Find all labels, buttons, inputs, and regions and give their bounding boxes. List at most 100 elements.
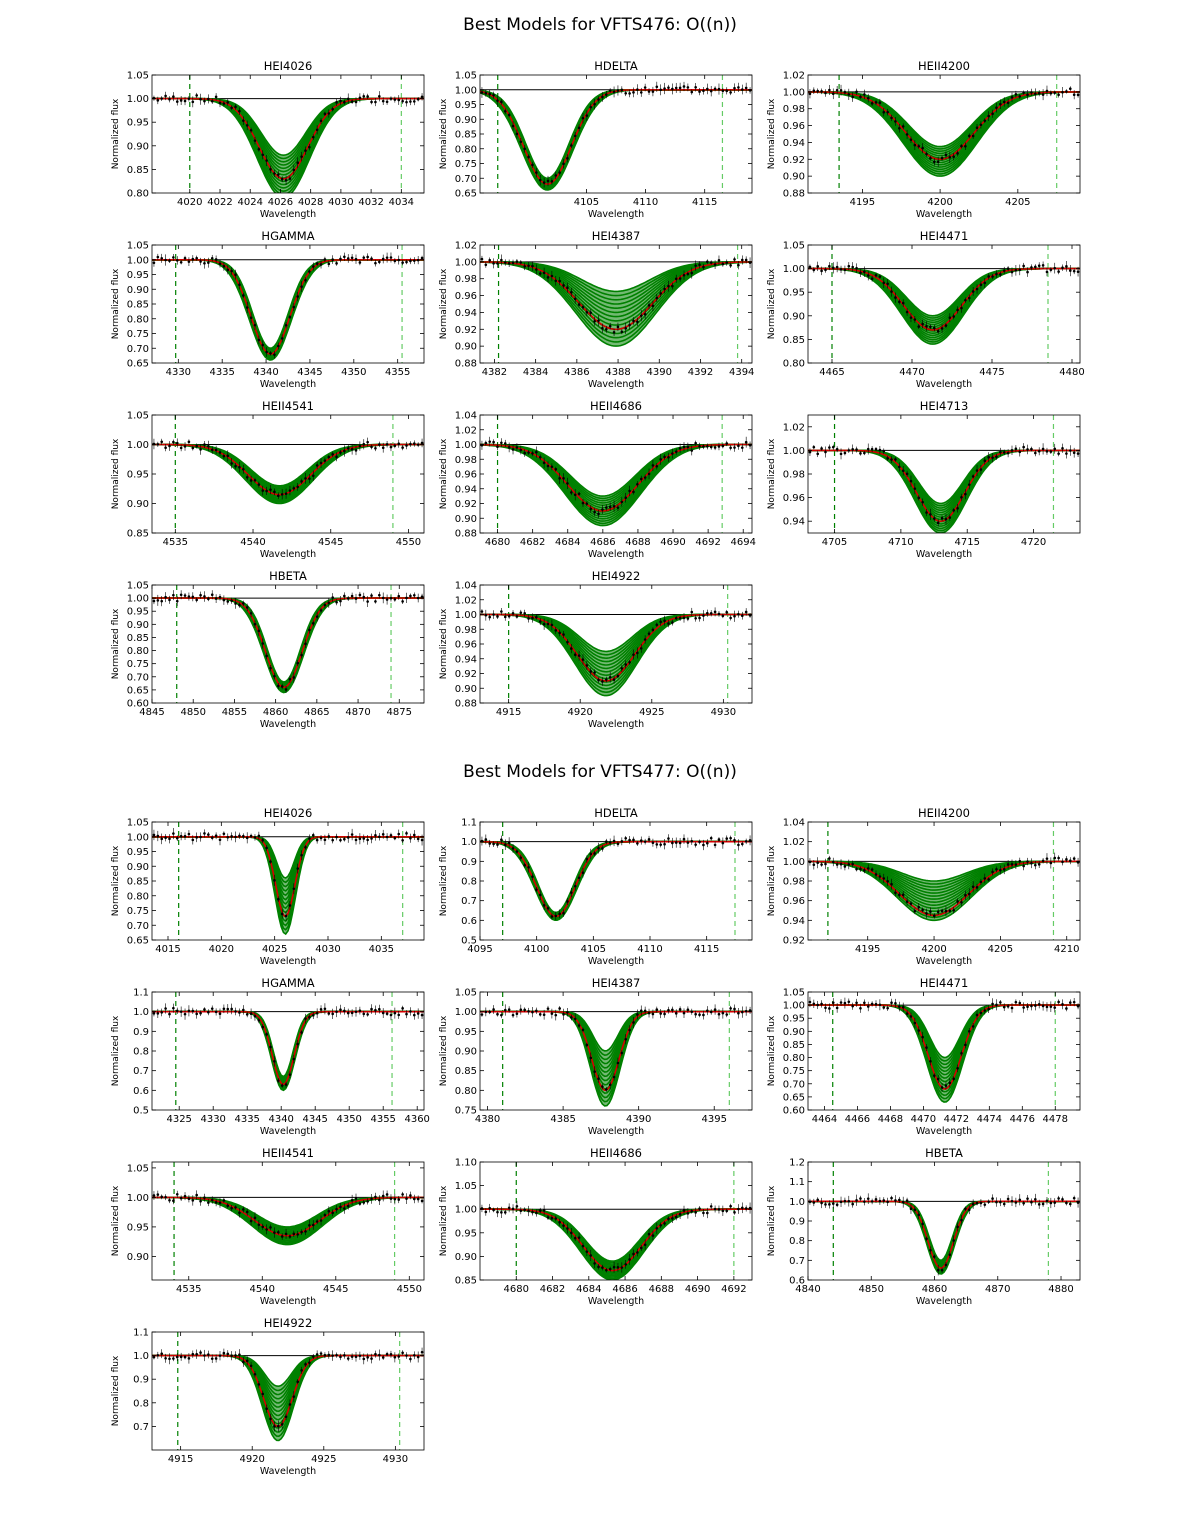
data-point xyxy=(168,259,171,263)
data-point xyxy=(405,832,408,835)
data-point xyxy=(616,1061,620,1065)
data-point xyxy=(1002,100,1006,104)
data-point xyxy=(566,157,569,160)
data-point xyxy=(616,89,620,92)
data-point xyxy=(315,262,319,265)
plot-area xyxy=(480,245,752,363)
data-point xyxy=(374,446,377,450)
data-point xyxy=(667,284,670,288)
data-point xyxy=(702,1013,705,1017)
data-point xyxy=(523,863,526,867)
model-curve xyxy=(152,259,424,350)
data-point xyxy=(628,92,631,95)
data-point xyxy=(812,1201,816,1204)
data-point xyxy=(538,893,542,897)
model-curve xyxy=(480,1208,752,1265)
data-point xyxy=(527,1009,530,1013)
x-tick-label: 4470 xyxy=(911,1114,936,1125)
data-point xyxy=(1068,859,1072,862)
data-point xyxy=(1057,452,1060,455)
y-tick-label: 0.90 xyxy=(127,141,149,152)
data-point xyxy=(308,837,311,840)
data-point xyxy=(1057,93,1060,97)
data-point xyxy=(979,123,983,127)
data-point xyxy=(866,447,870,451)
data-point xyxy=(843,451,847,455)
data-point xyxy=(269,488,272,491)
data-point xyxy=(152,599,156,603)
data-point xyxy=(733,1211,736,1214)
data-point xyxy=(366,255,369,259)
data-point xyxy=(280,177,284,181)
data-point xyxy=(874,273,878,277)
data-point xyxy=(878,875,882,878)
data-point xyxy=(327,1012,331,1015)
data-point xyxy=(292,305,296,309)
data-point xyxy=(488,92,492,96)
data-point xyxy=(729,1007,732,1010)
data-point xyxy=(812,89,816,92)
data-point xyxy=(1037,449,1041,453)
data-point xyxy=(183,1355,187,1359)
data-point xyxy=(284,323,288,327)
y-axis-label: Normalized flux xyxy=(111,1355,121,1426)
model-curve xyxy=(480,1208,752,1270)
data-point xyxy=(546,1007,550,1010)
y-tick-label: 0.65 xyxy=(127,359,149,370)
data-point xyxy=(936,521,940,525)
data-point xyxy=(538,272,542,275)
data-point xyxy=(496,615,499,618)
data-point xyxy=(585,1250,589,1253)
data-point xyxy=(393,444,397,448)
data-point xyxy=(971,1202,975,1206)
data-point xyxy=(655,85,659,89)
data-point xyxy=(944,517,948,521)
data-point xyxy=(370,1007,373,1011)
data-point xyxy=(740,1010,744,1014)
data-point xyxy=(573,297,577,301)
data-point xyxy=(276,173,280,176)
data-point xyxy=(308,145,311,149)
plot-area xyxy=(152,992,424,1110)
data-point xyxy=(678,277,682,280)
data-point xyxy=(542,461,546,465)
data-point xyxy=(315,1220,319,1223)
data-point xyxy=(835,863,839,866)
data-point xyxy=(214,1201,218,1204)
data-point xyxy=(397,594,401,598)
x-axis-label: Wavelength xyxy=(588,1126,644,1137)
data-point xyxy=(616,325,620,329)
data-point xyxy=(601,1266,604,1269)
panel-heii4200-0: 4195 4200 42050.880.900.920.940.960.981.00… xyxy=(767,59,1081,220)
data-point xyxy=(409,594,412,598)
x-tick-label: 4870 xyxy=(345,707,370,718)
x-tick-label: 4345 xyxy=(302,1114,327,1125)
y-tick-label: 0.92 xyxy=(455,499,477,510)
y-tick-label: 1.04 xyxy=(455,411,477,422)
data-point xyxy=(346,446,350,450)
data-point xyxy=(284,178,288,182)
panel-heii4686-1: 4680 4682 4684 4686 4688 4690 46920.850.900.95… xyxy=(439,1146,753,1307)
data-point xyxy=(1061,1198,1064,1201)
data-point xyxy=(593,319,596,323)
data-point xyxy=(608,324,612,328)
data-point xyxy=(492,1008,495,1011)
data-point xyxy=(152,1012,156,1015)
data-point xyxy=(420,95,424,99)
y-tick-label: 0.70 xyxy=(127,344,149,355)
data-point xyxy=(527,617,530,620)
x-tick-label: 4468 xyxy=(878,1114,903,1125)
data-point xyxy=(816,265,820,268)
data-point xyxy=(214,834,218,838)
model-band xyxy=(480,261,752,347)
data-point xyxy=(909,138,913,142)
data-point xyxy=(420,838,424,842)
y-tick-label: 0.98 xyxy=(783,877,805,888)
data-point xyxy=(164,1356,167,1360)
x-axis-label: Wavelength xyxy=(588,209,644,220)
data-point xyxy=(179,446,183,450)
data-point xyxy=(983,1203,987,1206)
data-point xyxy=(210,1357,214,1360)
y-tick-label: 0.90 xyxy=(127,620,149,631)
data-point xyxy=(674,1012,678,1015)
